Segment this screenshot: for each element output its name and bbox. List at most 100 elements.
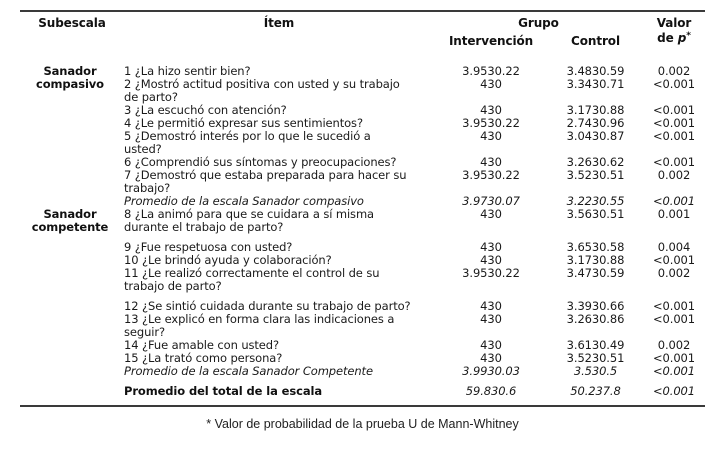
- footnote: * Valor de probabilidad de la prueba U d…: [206, 417, 519, 431]
- p-cell: 0.002: [657, 168, 691, 182]
- col-header-intervencion: Intervención: [448, 34, 534, 48]
- p-cell: <0.001: [653, 155, 695, 169]
- item-cell: 13 ¿Le explicó en forma clara las indica…: [124, 312, 395, 339]
- p-cell: <0.001: [653, 194, 695, 208]
- table-header: Subescala Ítem Grupo Valor de p* Interve…: [20, 11, 705, 57]
- control-cell: 3.2630.62: [566, 155, 625, 169]
- item-cell: 12 ¿Se sintió cuidada durante su trabajo…: [124, 299, 411, 313]
- p-cell: 0.002: [657, 338, 691, 352]
- table-row: 7 ¿Demostró que estaba preparada para ha…: [20, 169, 705, 195]
- p-cell: 0.004: [657, 240, 691, 254]
- intervencion-cell: 430: [480, 207, 502, 221]
- col-header-control: Control: [571, 34, 620, 48]
- control-cell: 3.3930.66: [566, 299, 625, 313]
- control-cell: 3.5230.51: [566, 351, 625, 365]
- item-cell: 8 ¿La animó para que se cuidara a sí mis…: [124, 207, 374, 234]
- item-cell: 14 ¿Fue amable con usted?: [124, 338, 279, 352]
- intervencion-cell: 430: [480, 240, 502, 254]
- control-cell: 2.7430.96: [566, 116, 625, 130]
- intervencion-cell: 3.9730.07: [462, 194, 520, 208]
- item-cell: 9 ¿Fue respetuosa con usted?: [124, 240, 293, 254]
- table-row: Promedio de la escala Sanador compasivo 3…: [20, 195, 705, 208]
- item-cell: 4 ¿Le permitió expresar sus sentimientos…: [124, 116, 363, 130]
- table-page: Subescala Ítem Grupo Valor de p* Interve…: [20, 10, 705, 431]
- valor-p-line2: de p*: [657, 31, 691, 45]
- table-row: 3 ¿La escuchó con atención? 430 3.1730.88 <…: [20, 104, 705, 117]
- table-row: Promedio de la escala Sanador Competente…: [20, 365, 705, 378]
- intervencion-cell: 430: [480, 77, 502, 91]
- table-row: 6 ¿Comprendió sus síntomas y preocupacio…: [20, 156, 705, 169]
- table-row: 5 ¿Demostró interés por lo que le sucedi…: [20, 130, 705, 156]
- control-cell: 3.1730.88: [566, 253, 625, 267]
- p-cell: <0.001: [653, 253, 695, 267]
- table-row: 13 ¿Le explicó en forma clara las indica…: [20, 313, 705, 339]
- control-cell: 3.4730.59: [566, 266, 625, 280]
- subescala-label: Sanador competente: [31, 207, 109, 234]
- intervencion-cell: 3.9530.22: [462, 168, 520, 182]
- intervencion-cell: 3.9930.03: [462, 364, 520, 378]
- table-row: 2 ¿Mostró actitud positiva con usted y s…: [20, 78, 705, 104]
- col-header-grupo: Grupo: [518, 16, 559, 30]
- table-row: 11 ¿Le realizó correctamente el control …: [20, 267, 705, 293]
- p-cell: <0.001: [653, 299, 695, 313]
- item-cell: Promedio de la escala Sanador Competente: [124, 364, 373, 378]
- control-cell: 3.530.5: [573, 364, 618, 378]
- p-cell: <0.001: [653, 384, 695, 398]
- table-row: 12 ¿Se sintió cuidada durante su trabajo…: [20, 293, 705, 313]
- col-header-subescala: Subescala: [38, 16, 106, 30]
- p-cell: <0.001: [653, 129, 695, 143]
- col-header-item: Ítem: [263, 16, 295, 30]
- intervencion-cell: 3.9530.22: [462, 64, 520, 78]
- control-cell: 3.2630.86: [566, 312, 625, 326]
- p-cell: <0.001: [653, 312, 695, 326]
- intervencion-cell: 430: [480, 338, 502, 352]
- item-cell: 15 ¿La trató como persona?: [124, 351, 283, 365]
- p-cell: <0.001: [653, 116, 695, 130]
- item-cell: 2 ¿Mostró actitud positiva con usted y s…: [124, 77, 400, 104]
- intervencion-cell: 430: [480, 312, 502, 326]
- intervencion-cell: 430: [480, 155, 502, 169]
- p-cell: 0.001: [657, 207, 691, 221]
- intervencion-cell: 430: [480, 351, 502, 365]
- item-cell: 3 ¿La escuchó con atención?: [124, 103, 287, 117]
- header-row-2: Intervención Control: [20, 30, 705, 57]
- valor-p-line1: Valor: [656, 16, 692, 30]
- item-cell: Promedio del total de la escala: [124, 384, 323, 398]
- table-row: Promedio del total de la escala 59.830.6 5…: [20, 378, 705, 406]
- item-cell: 10 ¿Le brindó ayuda y colaboración?: [124, 253, 332, 267]
- control-cell: 3.6530.58: [566, 240, 625, 254]
- intervencion-cell: 430: [480, 253, 502, 267]
- table-body: Sanador compasivo 1 ¿La hizo sentir bien?…: [20, 57, 705, 406]
- table-row: 15 ¿La trató como persona? 430 3.5230.51 <0…: [20, 352, 705, 365]
- intervencion-cell: 59.830.6: [465, 384, 517, 398]
- subescala-label: Sanador compasivo: [36, 64, 104, 91]
- table-row: Sanador compasivo 1 ¿La hizo sentir bien?…: [20, 57, 705, 91]
- intervencion-cell: 430: [480, 103, 502, 117]
- table-row: Sanador competente 8 ¿La animó para que s…: [20, 208, 705, 234]
- control-cell: 3.2230.55: [566, 194, 625, 208]
- table-row: 9 ¿Fue respetuosa con usted? 430 3.6530.58…: [20, 234, 705, 254]
- p-cell: 0.002: [657, 266, 691, 280]
- subescala-empty: [20, 378, 124, 406]
- control-cell: 3.5630.51: [566, 207, 625, 221]
- intervencion-cell: 430: [480, 129, 502, 143]
- intervencion-cell: 3.9530.22: [462, 266, 520, 280]
- table-row: 4 ¿Le permitió expresar sus sentimientos…: [20, 117, 705, 130]
- control-cell: 50.237.8: [570, 384, 621, 398]
- intervencion-cell: 430: [480, 299, 502, 313]
- control-cell: 3.4830.59: [566, 64, 625, 78]
- table-row: 10 ¿Le brindó ayuda y colaboración? 430 3.…: [20, 254, 705, 267]
- p-cell: <0.001: [653, 364, 695, 378]
- p-cell: 0.002: [657, 64, 691, 78]
- col-header-valor-p: Valor de p*: [643, 11, 705, 57]
- item-cell: 11 ¿Le realizó correctamente el control …: [124, 266, 380, 293]
- control-cell: 3.0430.87: [566, 129, 625, 143]
- p-cell: <0.001: [653, 351, 695, 365]
- control-cell: 3.3430.71: [566, 77, 625, 91]
- control-cell: 3.1730.88: [566, 103, 625, 117]
- header-row-1: Subescala Ítem Grupo Valor de p*: [20, 11, 705, 45]
- item-cell: 5 ¿Demostró interés por lo que le sucedi…: [124, 129, 371, 156]
- item-cell: 1 ¿La hizo sentir bien?: [124, 64, 251, 78]
- table-row: 14 ¿Fue amable con usted? 430 3.6130.49 0.0…: [20, 339, 705, 352]
- item-cell: 6 ¿Comprendió sus síntomas y preocupacio…: [124, 155, 397, 169]
